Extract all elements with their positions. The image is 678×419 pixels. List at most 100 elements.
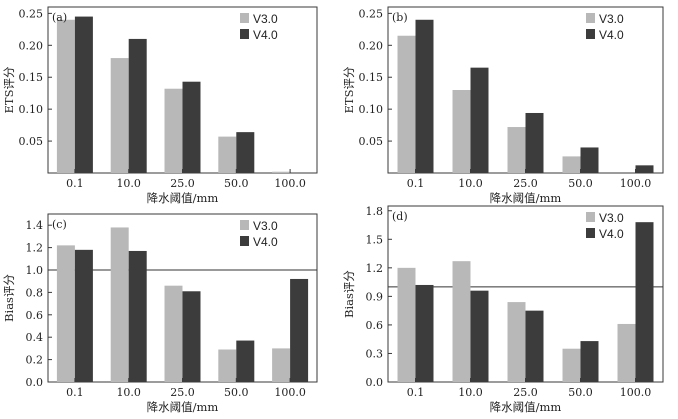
y-tick-label: 0.15 xyxy=(359,71,384,84)
panel-letter: (b) xyxy=(392,11,408,24)
legend-swatch xyxy=(240,236,249,246)
bar-v3-0 xyxy=(397,267,416,382)
bar-v4-0 xyxy=(635,165,654,173)
legend-label: V4.0 xyxy=(253,28,278,42)
bar-v3-0 xyxy=(562,348,581,382)
legend-label: V4.0 xyxy=(599,28,624,42)
y-tick-label: 0.6 xyxy=(26,309,44,322)
bar-v3-0 xyxy=(56,19,75,174)
x-tick-label: 10.0 xyxy=(458,177,483,190)
x-axis-title: 降水阈值/mm xyxy=(147,191,219,205)
chart-panel: 0.05 0.10 0.15 0.20 0.25 0.1 10.0 25.0 50.0 100.0… xyxy=(342,6,664,205)
bar-v3-0 xyxy=(507,302,526,382)
legend-swatch xyxy=(586,212,595,222)
legend-swatch xyxy=(586,13,595,23)
y-tick-label: 1.0 xyxy=(26,264,44,277)
y-tick-label: 0.0 xyxy=(26,376,44,389)
y-axis-title: ETS评分 xyxy=(2,66,16,113)
bar-v4-0 xyxy=(182,81,201,173)
bar-v4-0 xyxy=(525,112,544,173)
y-tick-label: 0.05 xyxy=(19,135,44,148)
bar-v3-0 xyxy=(164,285,183,382)
x-tick-label: 100.0 xyxy=(274,386,306,399)
legend-swatch xyxy=(240,13,249,23)
bar-v3-0 xyxy=(218,349,237,382)
plot-frame xyxy=(387,205,664,383)
bar-v4-0 xyxy=(470,67,489,173)
y-tick-label: 0.20 xyxy=(359,39,384,52)
x-tick-label: 0.1 xyxy=(407,177,425,190)
bar-v3-0 xyxy=(110,58,129,174)
x-tick-label: 10.0 xyxy=(116,386,141,399)
panel-letter: (a) xyxy=(52,11,67,24)
y-tick-label: 0.15 xyxy=(19,71,44,84)
bar-v4-0 xyxy=(525,310,544,382)
bar-v3-0 xyxy=(452,90,471,173)
y-tick-label: 0.20 xyxy=(19,39,44,52)
bar-v3-0 xyxy=(110,227,129,382)
y-axis-title: ETS评分 xyxy=(342,66,356,113)
legend-swatch xyxy=(240,29,249,39)
bar-v4-0 xyxy=(470,290,489,382)
bar-v4-0 xyxy=(236,340,255,382)
bar-v3-0 xyxy=(272,171,291,173)
bar-v4-0 xyxy=(128,250,147,382)
x-axis-title: 降水阈值/mm xyxy=(490,191,562,205)
legend-swatch xyxy=(240,220,249,230)
x-tick-label: 100.0 xyxy=(620,177,652,190)
chart-panel: 0.0 0.2 0.4 0.6 0.8 1.0 1.2 1.4 0.1 10.0 25.0 50.0 1… xyxy=(2,213,318,414)
y-tick-label: 0.3 xyxy=(366,347,384,360)
x-tick-label: 100.0 xyxy=(620,386,652,399)
x-axis-title: 降水阈值/mm xyxy=(490,400,562,414)
y-tick-label: 0.4 xyxy=(26,331,44,344)
x-tick-label: 0.1 xyxy=(66,386,84,399)
x-tick-label: 25.0 xyxy=(513,386,538,399)
legend-label: V4.0 xyxy=(599,227,624,241)
bar-v3-0 xyxy=(507,127,526,173)
legend-label: V4.0 xyxy=(253,235,278,249)
panel-letter: (d) xyxy=(392,210,408,223)
legend-label: V3.0 xyxy=(599,211,624,225)
bar-v4-0 xyxy=(74,249,93,382)
chart-panel: 0.05 0.10 0.15 0.20 0.25 0.1 10.0 25.0 50.0 100.0… xyxy=(2,6,318,205)
bar-v3-0 xyxy=(218,136,237,173)
panel-letter: (c) xyxy=(52,218,67,231)
y-tick-label: 0.10 xyxy=(359,103,384,116)
x-axis-title: 降水阈值/mm xyxy=(147,400,219,414)
y-tick-label: 0.8 xyxy=(26,286,44,299)
x-tick-label: 0.1 xyxy=(66,177,84,190)
x-tick-label: 10.0 xyxy=(116,177,141,190)
y-tick-label: 0.0 xyxy=(366,376,384,389)
x-tick-label: 50.0 xyxy=(568,177,593,190)
y-tick-label: 0.25 xyxy=(19,7,44,20)
y-tick-label: 0.05 xyxy=(359,135,384,148)
bar-v4-0 xyxy=(290,278,309,382)
chart-panel: 0.0 0.3 0.6 0.9 1.2 1.5 1.8 0.1 10.0 25.0 50.0 100.… xyxy=(342,205,664,414)
x-tick-label: 100.0 xyxy=(274,177,306,190)
y-tick-label: 0.6 xyxy=(366,319,384,332)
x-tick-label: 50.0 xyxy=(224,386,249,399)
y-tick-label: 0.9 xyxy=(366,290,384,303)
bar-v4-0 xyxy=(635,222,654,382)
bar-v4-0 xyxy=(415,284,434,382)
bar-v4-0 xyxy=(74,16,93,174)
x-tick-label: 0.1 xyxy=(407,386,425,399)
y-tick-label: 0.10 xyxy=(19,103,44,116)
y-tick-label: 0.2 xyxy=(26,354,44,367)
y-axis-title: Bias评分 xyxy=(2,274,16,322)
legend-label: V3.0 xyxy=(253,12,278,26)
bar-v3-0 xyxy=(617,323,636,382)
x-tick-label: 50.0 xyxy=(568,386,593,399)
y-axis-title: Bias评分 xyxy=(342,270,356,318)
legend-swatch xyxy=(586,29,595,39)
bar-v4-0 xyxy=(182,291,201,382)
legend-swatch xyxy=(586,228,595,238)
bar-v3-0 xyxy=(562,156,581,173)
y-tick-label: 1.4 xyxy=(26,219,44,232)
bar-v4-0 xyxy=(580,341,599,382)
x-tick-label: 50.0 xyxy=(224,177,249,190)
y-tick-label: 1.8 xyxy=(366,205,384,218)
bar-v3-0 xyxy=(56,245,75,382)
bar-v4-0 xyxy=(128,38,147,173)
